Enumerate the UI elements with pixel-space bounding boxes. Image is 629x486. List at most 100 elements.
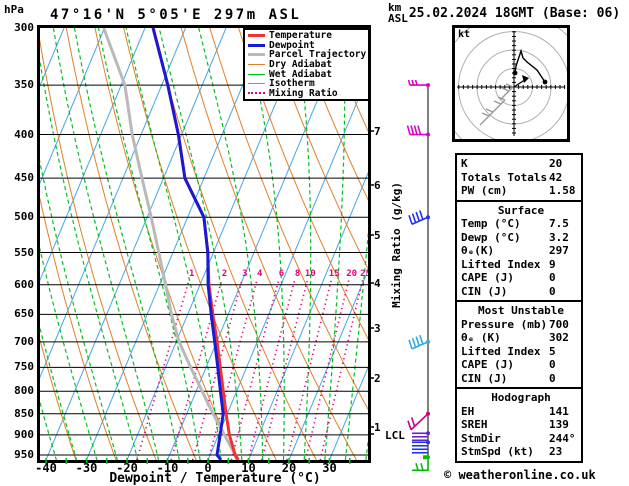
mixing-ratio-label: 2 (221, 269, 228, 279)
pressure-tick-label: 650 (14, 307, 34, 321)
hodograph-unit-label: kt (458, 29, 471, 40)
panel-section-surface: Surface Temp (°C) 7.5 Dewp (°C) 3.2 θₑ(K) 297 L… (455, 199, 583, 302)
wind-barb-500 (408, 210, 430, 225)
panel-row-value: 0 (549, 371, 556, 385)
km-tick-label: 1 (374, 421, 381, 434)
legend-row: Dewpoint (248, 39, 368, 51)
legend-row: Dry Adiabat (248, 60, 368, 70)
legend-swatch-dry-adiabat (248, 64, 265, 66)
legend-row: Mixing Ratio (248, 87, 368, 99)
panel-row-value: 0 (549, 284, 556, 298)
panel-row-value: 297 (549, 244, 569, 257)
pressure-tick-label: 800 (14, 384, 34, 398)
isotherm-line (45, 28, 227, 460)
panel-row-label: CAPE (J) (461, 271, 514, 284)
hodograph-box: kt (452, 25, 570, 142)
legend-row: Parcel Trajectory (248, 50, 368, 60)
mixing-ratio-label: 15 (328, 269, 340, 279)
legend-row: Wet Adiabat (248, 68, 368, 80)
pressure-tick-label: 850 (14, 406, 34, 420)
mixing-ratio-label: 4 (257, 269, 263, 279)
panel-row: StmDir 244° (461, 432, 581, 446)
datetime-title: 25.02.2024 18GMT (Base: 06) (408, 6, 621, 21)
copyright-footer: © weatheronline.co.uk (444, 468, 596, 482)
legend-swatch-parcel-trajectory (248, 53, 265, 57)
isotherm-line (40, 28, 105, 185)
profile-dewpoint (151, 28, 225, 460)
wet-adiabat-line (344, 230, 368, 460)
wind-barb-350 (407, 80, 430, 88)
pressure-tick-label: 950 (14, 447, 34, 461)
panel-row-value: 141 (549, 404, 569, 418)
temp-tick-label: -30 (75, 461, 98, 475)
km-tick-label: 7 (374, 125, 381, 138)
wet-adiabat-line (40, 159, 118, 460)
wind-barb-956 (412, 455, 430, 472)
wet-adiabat-line (40, 246, 98, 460)
panel-row-value: 7.5 (549, 217, 569, 230)
panel-row-value: 700 (549, 317, 569, 331)
pressure-tick-label: 400 (14, 127, 34, 141)
panel-row-label: CIN (J) (461, 284, 508, 298)
panel-row-label: SREH (461, 418, 488, 431)
panel-section-most-unstable: Most Unstable Pressure (mb) 700 θₑ (K) 302 Li… (455, 300, 583, 389)
temp-tick-label: 20 (281, 461, 297, 475)
isotherm-line (329, 366, 368, 460)
mixing-ratio-line (304, 278, 350, 460)
hodograph-dot (512, 70, 518, 76)
wind-barb-896 (412, 431, 430, 442)
temp-tick-label: -20 (116, 461, 138, 475)
km-axis-unit: km (388, 1, 402, 14)
panel-row: CAPE (J) 0 (461, 358, 581, 372)
mixing-ratio-label: 25 (360, 269, 371, 279)
panel-section: K 20 Totals Totals 42 PW (cm) 1.58 (455, 153, 583, 202)
wet-adiabat-line (40, 58, 139, 460)
wet-adiabat-line (52, 28, 160, 460)
panel-row-label: θₑ(K) (461, 244, 495, 257)
wet-adiabat-line (158, 28, 243, 460)
panel-row: CIN (J) 0 (461, 372, 581, 386)
panel-row: Dewp (°C) 3.2 (461, 231, 581, 245)
wind-barb-400 (406, 125, 430, 137)
panel-row: Pressure (mb) 700 (461, 318, 581, 332)
panel-row: EH 141 (461, 405, 581, 419)
wet-adiabat-line (97, 28, 201, 460)
panel-row-label: Lifted Index (461, 257, 541, 271)
panel-row-label: Lifted Index (461, 344, 541, 358)
hodograph-gray-barb (499, 83, 514, 101)
temp-axis-title: Dewpoint / Temperature (°C) (109, 471, 321, 486)
temp-tick-label: -10 (156, 461, 179, 475)
pressure-tick-label: 350 (14, 78, 34, 92)
panel-row-value: 139 (549, 418, 569, 431)
km-asl-axis-title: km ASL (388, 2, 408, 24)
hodograph-trace (514, 48, 546, 83)
asl-axis-unit: ASL (388, 12, 408, 25)
panel-row-label: Temp (°C) (461, 217, 521, 230)
pressure-tick-label: 500 (14, 210, 34, 224)
legend-row: Isotherm (248, 78, 368, 90)
legend-label: Isotherm (269, 78, 315, 90)
temp-axis-ticks (45, 458, 351, 464)
panel-row-label: CIN (J) (461, 371, 508, 385)
wet-adiabat-line (40, 400, 57, 460)
panel-row: Lifted Index 5 (461, 345, 581, 359)
storm-motion-arrowhead (522, 75, 529, 83)
legend-label: Wet Adiabat (269, 68, 332, 80)
legend-label: Mixing Ratio (269, 87, 338, 99)
panel-section-title: Surface (497, 203, 545, 217)
pressure-tick-label: 300 (14, 21, 34, 34)
panel-row-value: 42 (549, 170, 563, 184)
panel-row: K 20 (461, 157, 581, 171)
panel-row-label: θₑ (K) (461, 331, 501, 344)
km-tick-label: 5 (374, 229, 381, 242)
panel-row-label: CAPE (J) (461, 358, 514, 371)
legend-box: Temperature Dewpoint Parcel Trajectory Dry … (243, 28, 368, 102)
mixing-ratio-label: 20 (346, 269, 358, 279)
isotherm-line (40, 28, 65, 87)
panel-row-value: 5 (549, 344, 556, 358)
hodograph-canvas (455, 28, 567, 139)
station-title: 47°16'N 5°05'E 297m ASL (50, 7, 302, 23)
legend-label: Dewpoint (269, 39, 315, 51)
pressure-tick-label: 550 (14, 245, 34, 259)
dry-adiabat-line (266, 28, 368, 270)
